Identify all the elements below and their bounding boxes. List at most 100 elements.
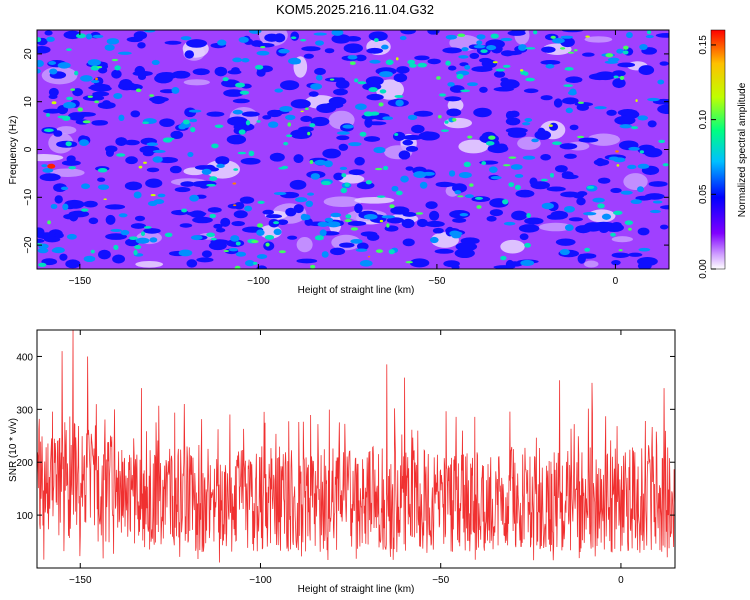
heatmap-cell [287, 235, 298, 240]
heatmap-cell [563, 84, 574, 87]
heatmap-cell [234, 265, 241, 269]
heatmap-cell [54, 232, 64, 239]
heatmap-low-patch [447, 98, 464, 112]
heatmap-cell [37, 37, 42, 43]
heatmap-cell [290, 129, 313, 140]
heatmap-cell [230, 235, 240, 242]
heatmap-cell [192, 216, 213, 224]
heatmap-cell [201, 250, 213, 258]
heatmap-low-patch [587, 209, 616, 223]
heatmap-cell [90, 249, 95, 254]
heatmap-cell [479, 86, 488, 93]
heatmap-cell [97, 168, 108, 173]
heatmap-cell [235, 251, 247, 257]
heatmap-cell [524, 242, 532, 248]
heatmap-cell [149, 237, 158, 243]
heatmap-cell [83, 255, 96, 263]
heatmap-cell [569, 124, 579, 131]
heatmap-cell [572, 193, 585, 199]
heatmap-cell [425, 201, 438, 209]
colorbar-ticks: 0.00 0.05 0.10 0.15 [698, 35, 716, 279]
heatmap-cell [452, 183, 467, 193]
heatmap-cell [446, 108, 462, 117]
y-tick-label: 300 [16, 405, 33, 416]
heatmap-cell [415, 212, 424, 215]
heatmap-cell [95, 120, 109, 126]
heatmap-cell [395, 99, 404, 107]
heatmap-cell [214, 66, 228, 77]
heatmap-cell [233, 204, 237, 207]
heatmap-cell [326, 221, 341, 228]
heatmap-cell [343, 43, 363, 54]
heatmap-cell [42, 168, 54, 173]
heatmap-low-patch [354, 196, 395, 204]
heatmap-cell [354, 203, 363, 214]
heatmap-cell [285, 207, 297, 217]
heatmap-cell [386, 217, 405, 224]
heatmap-cell [624, 220, 634, 226]
heatmap-cell [577, 101, 585, 104]
y-tick-label: 10 [23, 96, 34, 108]
heatmap-cell [485, 141, 495, 146]
heatmap-cell [82, 120, 91, 124]
heatmap-cell [81, 183, 91, 190]
heatmap-cell [57, 115, 67, 119]
heatmap-cell [559, 248, 570, 256]
heatmap-cell [140, 231, 146, 237]
heatmap-cell [519, 233, 529, 241]
heatmap-cell [411, 124, 425, 134]
heatmap-cell [57, 62, 71, 69]
heatmap-cell [357, 242, 369, 251]
heatmap-cell [319, 229, 327, 237]
heatmap-cell [628, 252, 643, 257]
heatmap-cell [152, 156, 163, 163]
heatmap-cell [612, 78, 626, 89]
heatmap-cell [505, 127, 528, 134]
heatmap-cell [445, 34, 458, 40]
heatmap-cell [124, 139, 140, 146]
heatmap-cell [584, 247, 591, 252]
heatmap-cell [333, 172, 344, 181]
heatmap-cell [583, 211, 597, 216]
heatmap-cell [150, 95, 166, 105]
heatmap-cell [330, 212, 342, 218]
heatmap-low-patch [517, 136, 541, 150]
heatmap-cell [531, 138, 539, 143]
heatmap-cell [520, 259, 535, 267]
heatmap-cell [317, 221, 329, 227]
heatmap-cell [91, 79, 100, 84]
heatmap-cell [260, 45, 266, 49]
heatmap-cell [546, 186, 566, 192]
heatmap-cell [241, 58, 250, 63]
heatmap-cell [333, 88, 348, 96]
heatmap-cell [143, 226, 152, 229]
heatmap-cell [328, 96, 347, 106]
heatmap-cell [300, 115, 313, 123]
heatmap-cell [72, 88, 84, 97]
heatmap-cell [336, 135, 350, 141]
heatmap-cell [46, 36, 55, 42]
heatmap-cell [264, 234, 275, 240]
heatmap-cell [375, 249, 384, 253]
heatmap-cell [207, 207, 222, 213]
heatmap-cell [564, 67, 574, 71]
heatmap-cell [473, 107, 492, 118]
heatmap-cell [60, 186, 69, 191]
heatmap-cell [471, 66, 493, 73]
heatmap-cell [394, 73, 407, 82]
heatmap-cell [520, 69, 524, 72]
heatmap-cell [617, 62, 636, 68]
heatmap-cell [355, 248, 368, 252]
heatmap-cell [256, 254, 268, 259]
heatmap-cell [345, 36, 362, 42]
heatmap-cell [102, 100, 111, 107]
heatmap-cell [639, 150, 645, 154]
heatmap-cell [220, 217, 231, 227]
heatmap-cell [618, 249, 623, 252]
heatmap-cell [459, 213, 469, 217]
heatmap-cell [44, 30, 53, 36]
heatmap-cell [305, 200, 314, 208]
x-tick-label: −150 [69, 575, 92, 586]
heatmap-cell [256, 50, 270, 56]
heatmap-cell [354, 156, 365, 166]
